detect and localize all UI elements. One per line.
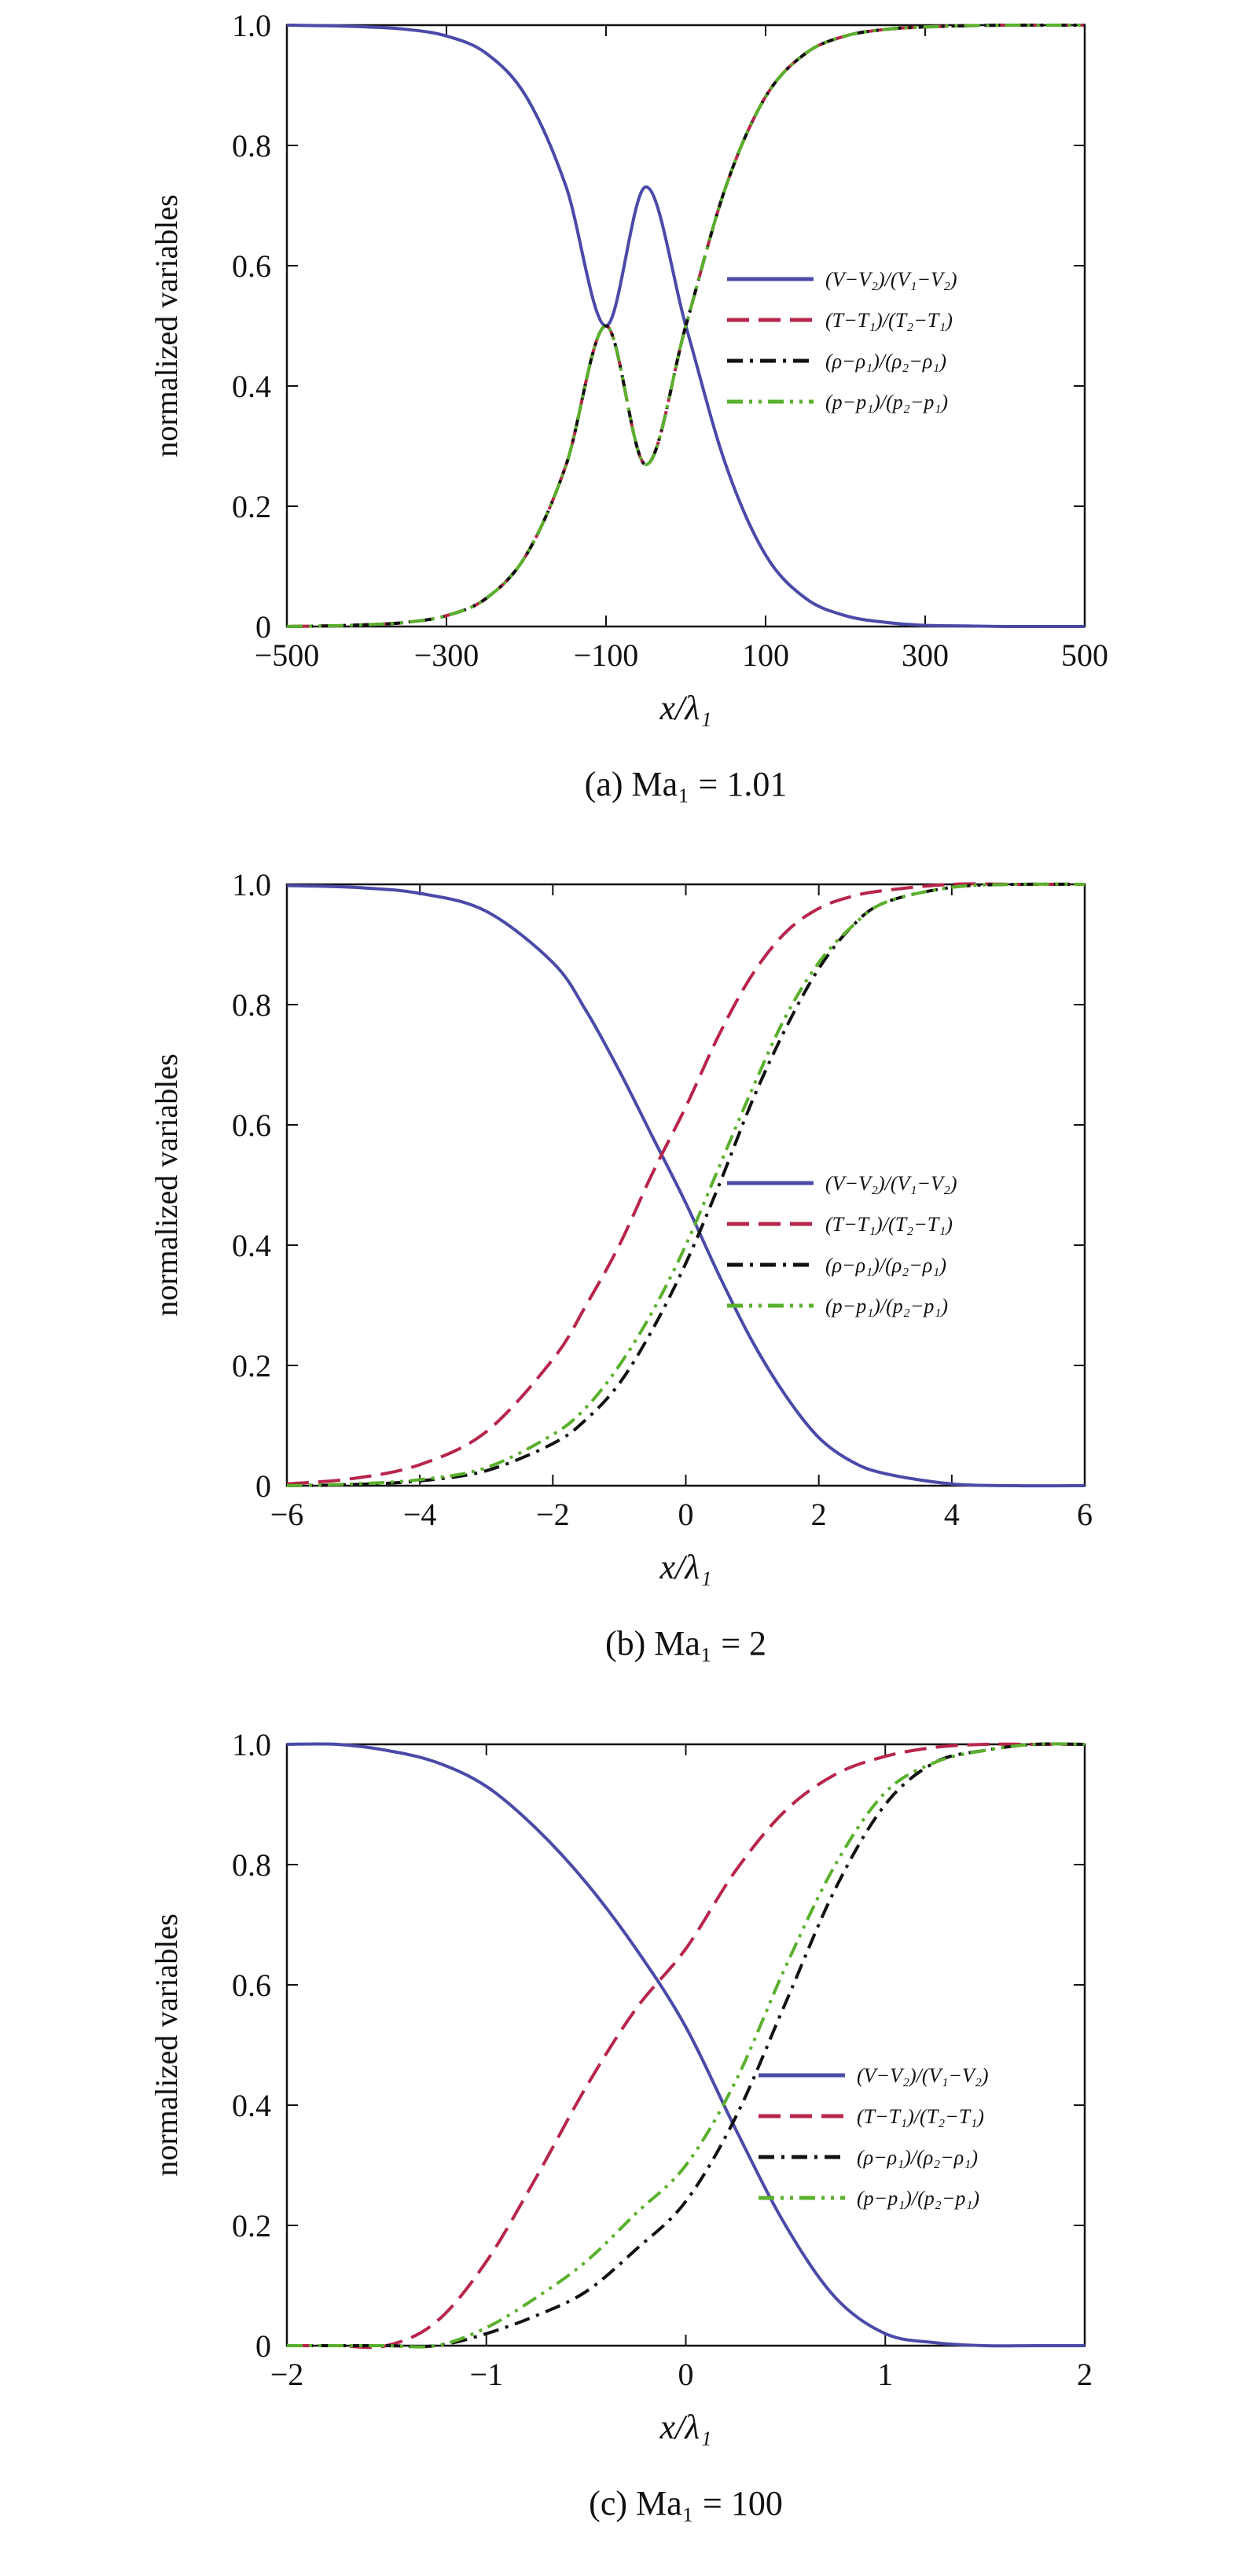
panel-caption: (c) Ma₁ = 100 <box>589 2484 783 2523</box>
legend-label: (p−p₁)/(p₂−p₁) <box>857 2187 979 2210</box>
x-tick-label: −2 <box>270 2357 304 2392</box>
y-tick-label: 0 <box>255 609 271 645</box>
legend-label: (p−p₁)/(p₂−p₁) <box>825 391 948 413</box>
x-axis-title: x/λ₁ <box>659 2408 711 2446</box>
plot-frame <box>285 1743 1086 2347</box>
y-tick-label: 0.2 <box>232 2208 271 2243</box>
chart-panel-3: −2 −1 0 1 2 0 0.2 0.4 0.6 0.8 1.0 normalized variab… <box>149 1727 1093 2523</box>
x-tick-label: 500 <box>1061 638 1108 673</box>
y-tick-label: 0.8 <box>232 1847 271 1883</box>
x-tick-label: 300 <box>902 638 949 673</box>
series-line-2 <box>287 1742 1085 2350</box>
x-tick-label: 0 <box>678 2357 694 2392</box>
y-tick-label: 0.4 <box>232 369 271 404</box>
y-tick-label: 0 <box>255 1468 271 1504</box>
legend-label: (ρ−ρ₁)/(ρ₂−ρ₁) <box>825 350 946 373</box>
legend-label: (V−V₂)/(V₁−V₂) <box>825 1172 957 1195</box>
y-tick-label: 0.2 <box>232 489 271 524</box>
series-line-2 <box>286 882 1085 1486</box>
series-line-1 <box>286 884 1086 1488</box>
legend: (V−V₂)/(V₁−V₂) (T−T₁)/(T₂−T₁) (ρ−ρ₁)/(ρ₂−ρ… <box>727 268 957 413</box>
x-tick-label: 4 <box>944 1497 960 1532</box>
x-tick-label: 2 <box>811 1497 827 1532</box>
plot-frame <box>285 883 1086 1487</box>
x-tick-label: −4 <box>403 1497 437 1532</box>
x-axis-title: x/λ₁ <box>659 689 711 727</box>
series-line-1 <box>286 1742 1085 2348</box>
x-axis-title: x/λ₁ <box>659 1548 711 1586</box>
x-tick-label: 6 <box>1077 1497 1093 1532</box>
y-tick-label: 0 <box>255 2328 271 2364</box>
x-tick-label: −100 <box>574 638 639 673</box>
legend-label: (V−V₂)/(V₁−V₂) <box>857 2064 989 2087</box>
y-tick-label: 0.8 <box>232 987 271 1023</box>
legend-label: (ρ−ρ₁)/(ρ₂−ρ₁) <box>857 2146 978 2169</box>
y-axis-title: normalized variables <box>149 194 184 457</box>
legend: (V−V₂)/(V₁−V₂) (T−T₁)/(T₂−T₁) (ρ−ρ₁)/(ρ₂−ρ… <box>759 2064 989 2210</box>
chart-panel-1: −500 −300 −100 100 300 500 0 0.2 0.4 0.6 0.8 1.0 nor… <box>149 8 1108 803</box>
legend-label: (T−T₁)/(T₂−T₁) <box>825 309 953 332</box>
legend-label: (T−T₁)/(T₂−T₁) <box>857 2105 984 2128</box>
x-tick-label: 100 <box>742 638 789 673</box>
y-tick-label: 0.4 <box>232 1228 271 1263</box>
x-tick-label: 2 <box>1077 2357 1093 2392</box>
legend: (V−V₂)/(V₁−V₂) (T−T₁)/(T₂−T₁) (ρ−ρ₁)/(ρ₂−ρ… <box>727 1172 957 1317</box>
x-tick-label: 0 <box>678 1497 694 1532</box>
y-axis-title: normalized variables <box>149 1913 184 2176</box>
panel-caption: (b) Ma₁ = 2 <box>605 1624 766 1663</box>
series-line-4 <box>287 1742 1086 2349</box>
legend-label: (p−p₁)/(p₂−p₁) <box>825 1295 948 1317</box>
y-tick-label: 0.6 <box>232 248 271 284</box>
x-tick-label: −300 <box>414 638 479 673</box>
y-axis-title: normalized variables <box>149 1053 184 1316</box>
y-tick-label: 1.0 <box>232 1727 271 1762</box>
legend-label: (T−T₁)/(T₂−T₁) <box>825 1213 953 1236</box>
x-tick-label: −500 <box>255 638 320 673</box>
series-line-3 <box>287 1742 1086 2349</box>
series-line-4 <box>286 882 1086 1487</box>
y-tick-label: 0.2 <box>232 1348 271 1384</box>
y-tick-label: 0.4 <box>232 2088 271 2123</box>
x-tick-label: −2 <box>536 1497 570 1532</box>
x-tick-label: 1 <box>877 2357 893 2392</box>
series-line-4 <box>286 23 1085 628</box>
y-tick-label: 1.0 <box>232 867 271 902</box>
x-tick-label: −6 <box>270 1497 304 1532</box>
y-tick-label: 1.0 <box>232 8 271 43</box>
series-line-1 <box>286 24 1085 629</box>
y-tick-label: 0.6 <box>232 1968 271 2003</box>
legend-label: (ρ−ρ₁)/(ρ₂−ρ₁) <box>825 1254 946 1277</box>
y-tick-label: 0.6 <box>232 1108 271 1143</box>
chart-panel-2: −6 −4 −2 0 2 4 6 0 0.2 0.4 0.6 0.8 1.0 normalized var… <box>149 867 1093 1663</box>
y-tick-label: 0.8 <box>232 128 271 164</box>
series-line-3 <box>286 882 1086 1487</box>
panel-caption: (a) Ma₁ = 1.01 <box>585 765 788 803</box>
plot-frame <box>285 24 1086 628</box>
legend-label: (V−V₂)/(V₁−V₂) <box>825 268 957 291</box>
x-tick-label: −1 <box>469 2357 503 2392</box>
